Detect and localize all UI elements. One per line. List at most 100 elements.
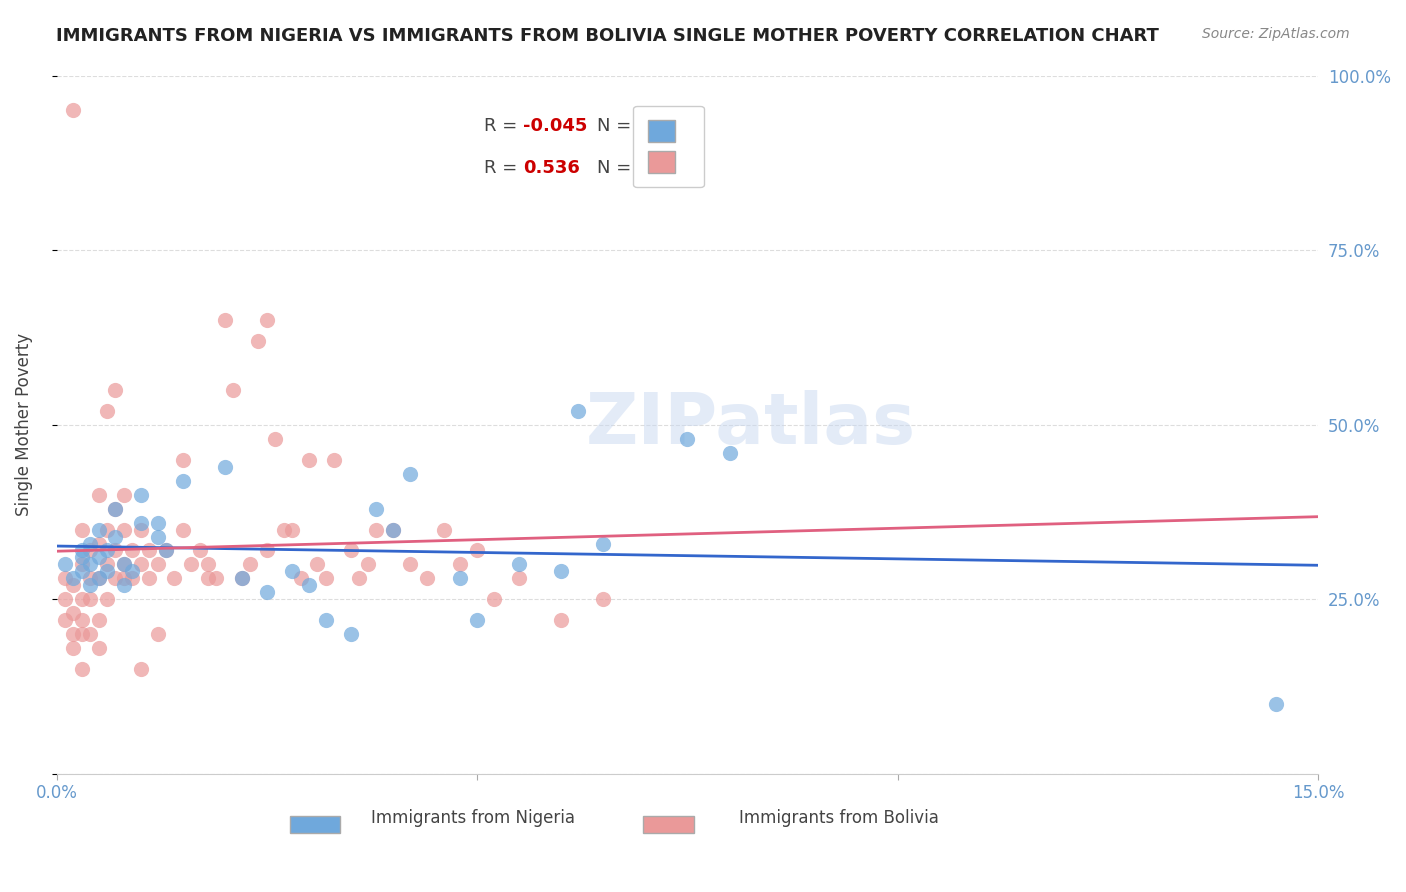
Point <box>290 571 312 585</box>
Point <box>53 592 76 607</box>
Point <box>382 523 405 537</box>
Point <box>87 488 110 502</box>
Point <box>53 571 76 585</box>
Point <box>214 459 236 474</box>
Point <box>112 488 135 502</box>
Text: R =: R = <box>485 118 523 136</box>
Point <box>231 571 253 585</box>
Point <box>508 571 530 585</box>
Point <box>62 578 84 592</box>
Text: R =: R = <box>485 160 523 178</box>
Point <box>155 543 177 558</box>
Point <box>465 613 488 627</box>
Point <box>567 404 589 418</box>
Point <box>87 613 110 627</box>
Point <box>129 516 152 530</box>
Point <box>592 592 614 607</box>
Point <box>315 613 337 627</box>
Point <box>96 558 118 572</box>
Text: -0.045: -0.045 <box>523 118 588 136</box>
Point <box>112 523 135 537</box>
Text: 82: 82 <box>637 160 662 178</box>
Point <box>340 543 363 558</box>
Point <box>399 558 422 572</box>
Point <box>163 571 186 585</box>
Point <box>70 543 93 558</box>
Point <box>62 607 84 621</box>
Point <box>53 558 76 572</box>
Point <box>79 543 101 558</box>
Legend: , : , <box>633 105 703 187</box>
Point <box>104 571 127 585</box>
Point <box>315 571 337 585</box>
Y-axis label: Single Mother Poverty: Single Mother Poverty <box>15 334 32 516</box>
Point <box>96 404 118 418</box>
Point <box>298 578 321 592</box>
Point <box>62 641 84 656</box>
Point <box>62 627 84 641</box>
Point <box>129 523 152 537</box>
Point <box>121 543 143 558</box>
Text: Immigrants from Bolivia: Immigrants from Bolivia <box>740 809 939 827</box>
Point <box>104 543 127 558</box>
Point <box>70 592 93 607</box>
Point <box>550 565 572 579</box>
Point <box>96 592 118 607</box>
Point <box>112 571 135 585</box>
Point <box>415 571 437 585</box>
Point <box>87 571 110 585</box>
Point <box>231 571 253 585</box>
Point <box>53 613 76 627</box>
Point <box>172 474 194 488</box>
Point <box>79 578 101 592</box>
Point <box>1265 697 1288 711</box>
Point <box>104 383 127 397</box>
Text: Source: ZipAtlas.com: Source: ZipAtlas.com <box>1202 27 1350 41</box>
Text: 43: 43 <box>637 118 662 136</box>
Point <box>146 558 169 572</box>
Text: Immigrants from Nigeria: Immigrants from Nigeria <box>371 809 575 827</box>
Point <box>592 536 614 550</box>
Point <box>70 627 93 641</box>
Point <box>465 543 488 558</box>
FancyBboxPatch shape <box>644 816 693 833</box>
Text: N =: N = <box>598 160 637 178</box>
Point <box>79 571 101 585</box>
Point <box>79 627 101 641</box>
Point <box>70 565 93 579</box>
Point <box>155 543 177 558</box>
Point <box>79 558 101 572</box>
Point <box>129 558 152 572</box>
Text: ZIPatlas: ZIPatlas <box>585 391 915 459</box>
Point <box>172 523 194 537</box>
Point <box>449 571 471 585</box>
Point <box>146 627 169 641</box>
Point <box>129 488 152 502</box>
Point <box>197 558 219 572</box>
Point <box>382 523 405 537</box>
Point <box>256 313 278 327</box>
Point <box>205 571 228 585</box>
Point <box>256 543 278 558</box>
Point <box>357 558 380 572</box>
Text: N =: N = <box>598 118 637 136</box>
Point <box>87 523 110 537</box>
Point <box>62 571 84 585</box>
Point <box>366 501 388 516</box>
Text: IMMIGRANTS FROM NIGERIA VS IMMIGRANTS FROM BOLIVIA SINGLE MOTHER POVERTY CORRELA: IMMIGRANTS FROM NIGERIA VS IMMIGRANTS FR… <box>56 27 1159 45</box>
Point <box>366 523 388 537</box>
Point <box>180 558 202 572</box>
Point <box>239 558 262 572</box>
FancyBboxPatch shape <box>290 816 340 833</box>
Point <box>121 565 143 579</box>
Point <box>87 571 110 585</box>
Point <box>273 523 295 537</box>
Point <box>247 334 270 348</box>
Point <box>112 578 135 592</box>
Point <box>79 592 101 607</box>
Point <box>70 523 93 537</box>
Point <box>104 529 127 543</box>
Point <box>264 432 287 446</box>
Point <box>508 558 530 572</box>
Point <box>96 565 118 579</box>
